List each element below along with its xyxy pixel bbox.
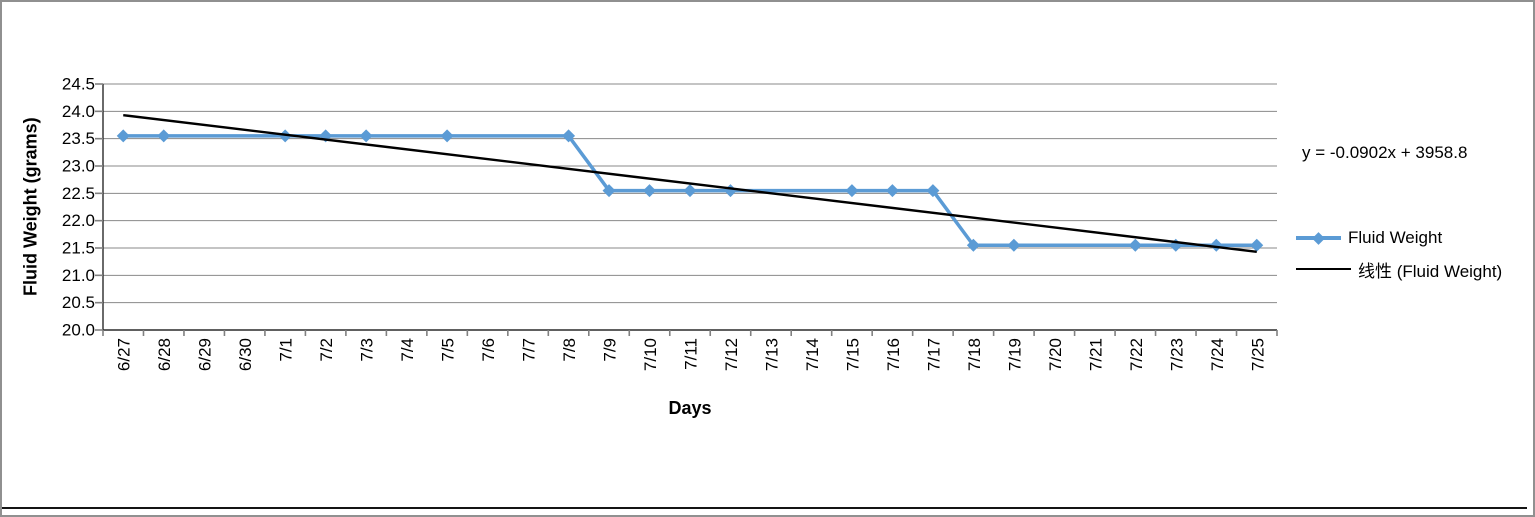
svg-text:20.5: 20.5 <box>62 293 95 312</box>
legend-label-fluid-weight: Fluid Weight <box>1348 228 1443 247</box>
svg-text:20.0: 20.0 <box>62 321 95 340</box>
svg-text:7/22: 7/22 <box>1127 338 1146 371</box>
svg-text:24.5: 24.5 <box>62 75 95 94</box>
svg-text:7/2: 7/2 <box>317 338 336 362</box>
data-point-marker[interactable] <box>278 129 292 143</box>
svg-text:7/25: 7/25 <box>1248 338 1267 371</box>
axes <box>102 84 1277 331</box>
data-point-marker[interactable] <box>643 184 657 198</box>
svg-text:23.0: 23.0 <box>62 157 95 176</box>
data-point-marker[interactable] <box>845 184 859 198</box>
series-swatch <box>1296 227 1341 249</box>
svg-text:7/14: 7/14 <box>803 338 822 371</box>
linear-trendline[interactable] <box>123 113 1257 254</box>
svg-text:7/5: 7/5 <box>439 338 458 362</box>
series-markers-fluid-weight[interactable] <box>116 129 1264 252</box>
svg-text:7/24: 7/24 <box>1208 338 1227 371</box>
data-point-marker[interactable] <box>926 184 940 198</box>
axis-ticks <box>95 83 1278 336</box>
svg-text:7/21: 7/21 <box>1086 338 1105 371</box>
svg-text:22.5: 22.5 <box>62 184 95 203</box>
trendline-equation-label[interactable]: y = -0.0902x + 3958.8 <box>1302 143 1468 162</box>
data-point-marker[interactable] <box>723 184 737 198</box>
data-point-marker[interactable] <box>1128 238 1142 252</box>
svg-text:7/15: 7/15 <box>843 338 862 371</box>
svg-text:7/18: 7/18 <box>965 338 984 371</box>
data-point-marker[interactable] <box>359 129 373 143</box>
svg-text:7/12: 7/12 <box>722 338 741 371</box>
trendline-line-swatch <box>1296 267 1351 271</box>
data-point-marker[interactable] <box>116 129 130 143</box>
y-axis-title: Fluid Weight (grams) <box>16 84 46 330</box>
data-point-marker[interactable] <box>885 184 899 198</box>
svg-text:24.0: 24.0 <box>62 102 95 121</box>
svg-text:7/6: 7/6 <box>479 338 498 362</box>
svg-text:7/17: 7/17 <box>924 338 943 371</box>
data-point-marker[interactable] <box>562 129 576 143</box>
svg-text:7/10: 7/10 <box>641 338 660 371</box>
svg-text:7/8: 7/8 <box>560 338 579 362</box>
svg-text:6/29: 6/29 <box>196 338 215 371</box>
svg-text:6/27: 6/27 <box>115 338 134 371</box>
svg-text:7/19: 7/19 <box>1005 338 1024 371</box>
svg-text:22.0: 22.0 <box>62 211 95 230</box>
svg-text:7/23: 7/23 <box>1167 338 1186 371</box>
svg-text:7/16: 7/16 <box>884 338 903 371</box>
svg-text:7/4: 7/4 <box>398 338 417 362</box>
diamond-marker-icon <box>1312 231 1325 245</box>
svg-text:7/9: 7/9 <box>601 338 620 362</box>
legend-item-fluid-weight[interactable]: Fluid Weight <box>1296 227 1442 249</box>
svg-text:7/13: 7/13 <box>762 338 781 371</box>
svg-text:7/11: 7/11 <box>682 338 701 370</box>
worksheet-bottom-border <box>2 507 1527 510</box>
x-axis-tick-labels: 6/27 6/28 6/29 6/30 7/1 7/2 7/3 7/4 7/5 7/6 7/7 7/8… <box>115 338 1268 371</box>
svg-text:7/3: 7/3 <box>358 338 377 362</box>
x-axis-title: Days <box>668 398 712 418</box>
svg-text:7/1: 7/1 <box>277 338 296 362</box>
y-axis-title-text: Fluid Weight (grams) <box>20 117 41 297</box>
svg-text:23.5: 23.5 <box>62 129 95 148</box>
svg-text:6/28: 6/28 <box>155 338 174 371</box>
data-point-marker[interactable] <box>683 184 697 198</box>
svg-text:7/7: 7/7 <box>520 338 539 362</box>
y-axis-tick-labels: 20.0 20.5 21.0 21.5 22.0 22.5 23.0 23.5 24.0 24.5 <box>62 75 95 340</box>
svg-text:7/20: 7/20 <box>1046 338 1065 371</box>
series-line-fluid-weight[interactable] <box>123 134 1257 248</box>
data-point-marker[interactable] <box>1007 238 1021 252</box>
data-point-marker[interactable] <box>602 184 616 198</box>
svg-text:6/30: 6/30 <box>236 338 255 371</box>
svg-text:21.5: 21.5 <box>62 239 95 258</box>
legend-item-trendline[interactable]: 线性 (Fluid Weight) <box>1296 258 1503 281</box>
data-point-marker[interactable] <box>1250 238 1264 252</box>
trendline-swatch <box>1296 258 1351 280</box>
data-point-marker[interactable] <box>966 238 980 252</box>
data-point-marker[interactable] <box>440 129 454 143</box>
svg-text:21.0: 21.0 <box>62 266 95 285</box>
legend-label-trendline: 线性 (Fluid Weight) <box>1358 261 1503 281</box>
data-point-marker[interactable] <box>157 129 171 143</box>
